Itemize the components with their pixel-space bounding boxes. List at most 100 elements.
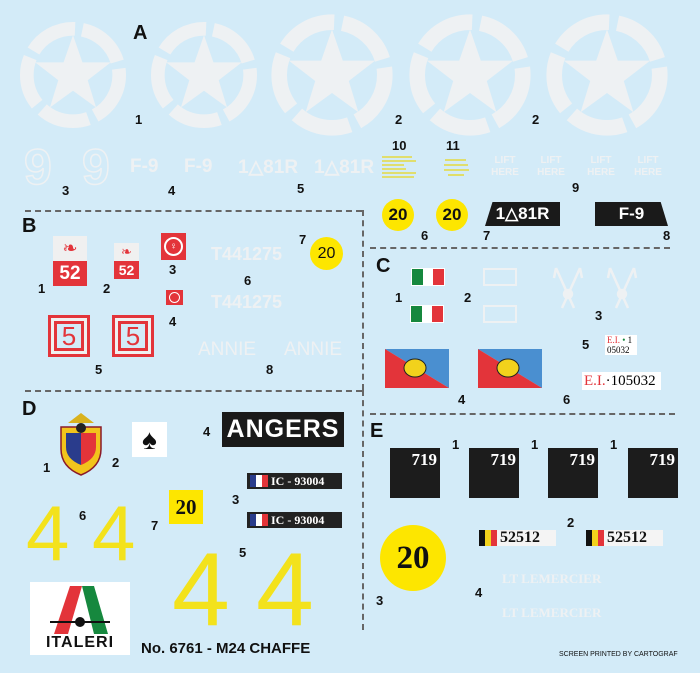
- italian-flag-icon: [410, 305, 444, 323]
- decal-number: 1: [43, 460, 51, 475]
- plate-line2: 05032: [607, 345, 630, 355]
- star-roundel-icon: [158, 29, 250, 121]
- decal-number: 3: [232, 492, 240, 507]
- decal-number: 8: [663, 228, 671, 243]
- serial-decal: T441275: [211, 244, 283, 264]
- decal-number: 10: [392, 138, 407, 153]
- registration-text: 52512: [607, 529, 647, 546]
- section-c-label: C: [376, 255, 391, 277]
- decal-number: 3: [595, 308, 603, 323]
- lift-text: LIFT: [540, 155, 562, 166]
- belgian-flag-icon: [586, 530, 604, 546]
- yellow-4-decal-large: 4: [256, 532, 314, 648]
- lion-icon: [496, 358, 520, 378]
- decal-number: 5: [297, 181, 305, 196]
- cut-line: [370, 413, 675, 415]
- decal-number: 2: [112, 455, 120, 470]
- decal-number: 2: [103, 281, 111, 296]
- square-5-decal: 5: [112, 315, 154, 357]
- plate-number: ·105032: [605, 373, 656, 389]
- star-roundels: [0, 0, 700, 140]
- decal-number: 6: [79, 508, 87, 523]
- plate-line1: 1: [627, 335, 633, 345]
- plate-prefix: E.I.: [607, 335, 620, 345]
- decal-number: 1: [452, 437, 460, 452]
- lift-text: LIFT: [494, 155, 516, 166]
- french-flag-icon: [250, 475, 268, 487]
- decal-number: 5: [239, 545, 247, 560]
- serial-decal: T441275: [211, 292, 283, 312]
- decal-number: 1: [135, 112, 143, 127]
- small-registration-plate: E.I. • 1 05032: [605, 335, 637, 355]
- decal-number: 2: [567, 515, 575, 530]
- italian-flag-icon: [411, 268, 445, 286]
- cut-line: [362, 210, 364, 390]
- star-roundel-icon: [279, 22, 385, 128]
- annie-decal: ANNIE: [198, 339, 257, 360]
- section-d-label: D: [22, 398, 37, 420]
- printer-credit: SCREEN PRINTED BY CARTOGRAF: [559, 651, 678, 658]
- cut-line: [370, 247, 670, 249]
- plate-prefix: E.I.: [584, 373, 606, 389]
- kit-title: No. 6761 - M24 CHAFFE: [141, 640, 311, 657]
- decal-number: 3: [169, 262, 177, 277]
- belgian-registration-plate: 52512: [586, 529, 663, 546]
- italeri-logo-text: ITALERI: [45, 634, 115, 651]
- stencil-text-decals: [382, 156, 469, 178]
- decal-number: 1: [38, 281, 46, 296]
- white-outline-rectangle: [483, 268, 517, 286]
- lift-here-decal: LIFT HERE: [536, 155, 566, 179]
- division-52-badge: 52: [53, 261, 87, 286]
- black-square-719-decal: 719: [469, 448, 519, 498]
- angers-plate: ANGERS: [222, 412, 344, 447]
- plate-dot: •: [622, 335, 626, 345]
- outline-nine-decal: 9: [81, 138, 110, 196]
- lift-here-decal: LIFT HERE: [586, 155, 616, 179]
- decal-number: 9: [572, 180, 580, 195]
- lion-pennant-flag: [385, 349, 449, 388]
- section-e-label: E: [370, 420, 384, 442]
- lt-lemercier-decal: LT LEMERCIER: [502, 605, 602, 620]
- f9-decal: F-9: [184, 156, 213, 177]
- jerboa-badge-small: [166, 290, 183, 305]
- jerboa-icon: [169, 292, 180, 303]
- black-square-719-decal: 719: [548, 448, 598, 498]
- italeri-a-icon: [50, 586, 110, 634]
- cut-line: [25, 390, 362, 392]
- decal-number: 3: [376, 593, 384, 608]
- jerboa-icon: ♀: [164, 237, 183, 256]
- decal-number: 1: [531, 437, 539, 452]
- decal-number: 4: [168, 183, 176, 198]
- decal-number: 6: [563, 392, 571, 407]
- jerboa-badge: ♀: [161, 233, 186, 260]
- white-outline-rectangle: [483, 305, 517, 323]
- lion-icon: [403, 358, 427, 378]
- lift-text: LIFT: [590, 155, 612, 166]
- decal-number: 5: [582, 337, 590, 352]
- registration-plate: E.I.·105032: [582, 372, 661, 390]
- star-roundel-icon: [417, 22, 523, 128]
- registration-text: 52512: [500, 529, 540, 546]
- decal-number: 5: [95, 362, 103, 377]
- decal-number: 7: [299, 232, 307, 247]
- unit-code-plate: 1△81R: [485, 202, 560, 226]
- french-flag-icon: [250, 514, 268, 526]
- yellow-circle-20-decal: 20: [436, 199, 468, 231]
- decal-number: 1: [395, 290, 403, 305]
- decal-number: 7: [483, 228, 491, 243]
- f9-plate: F-9: [595, 202, 668, 226]
- decal-number: 4: [475, 585, 483, 600]
- section-b-label: B: [22, 215, 37, 237]
- outline-nine-decal: 9: [23, 138, 52, 196]
- cut-line: [25, 210, 362, 212]
- decal-number: 11: [446, 138, 460, 153]
- decal-number: 4: [169, 314, 177, 329]
- unit-code-decal: 1△81R: [314, 157, 375, 178]
- lt-lemercier-decal: LT LEMERCIER: [502, 571, 602, 586]
- decal-number: 6: [244, 273, 252, 288]
- lift-here-decal: LIFT HERE: [490, 155, 520, 179]
- section-a-label: A: [133, 22, 148, 44]
- here-text: HERE: [587, 167, 615, 178]
- yellow-4-decal-large: 4: [172, 532, 230, 648]
- decal-number: 8: [266, 362, 274, 377]
